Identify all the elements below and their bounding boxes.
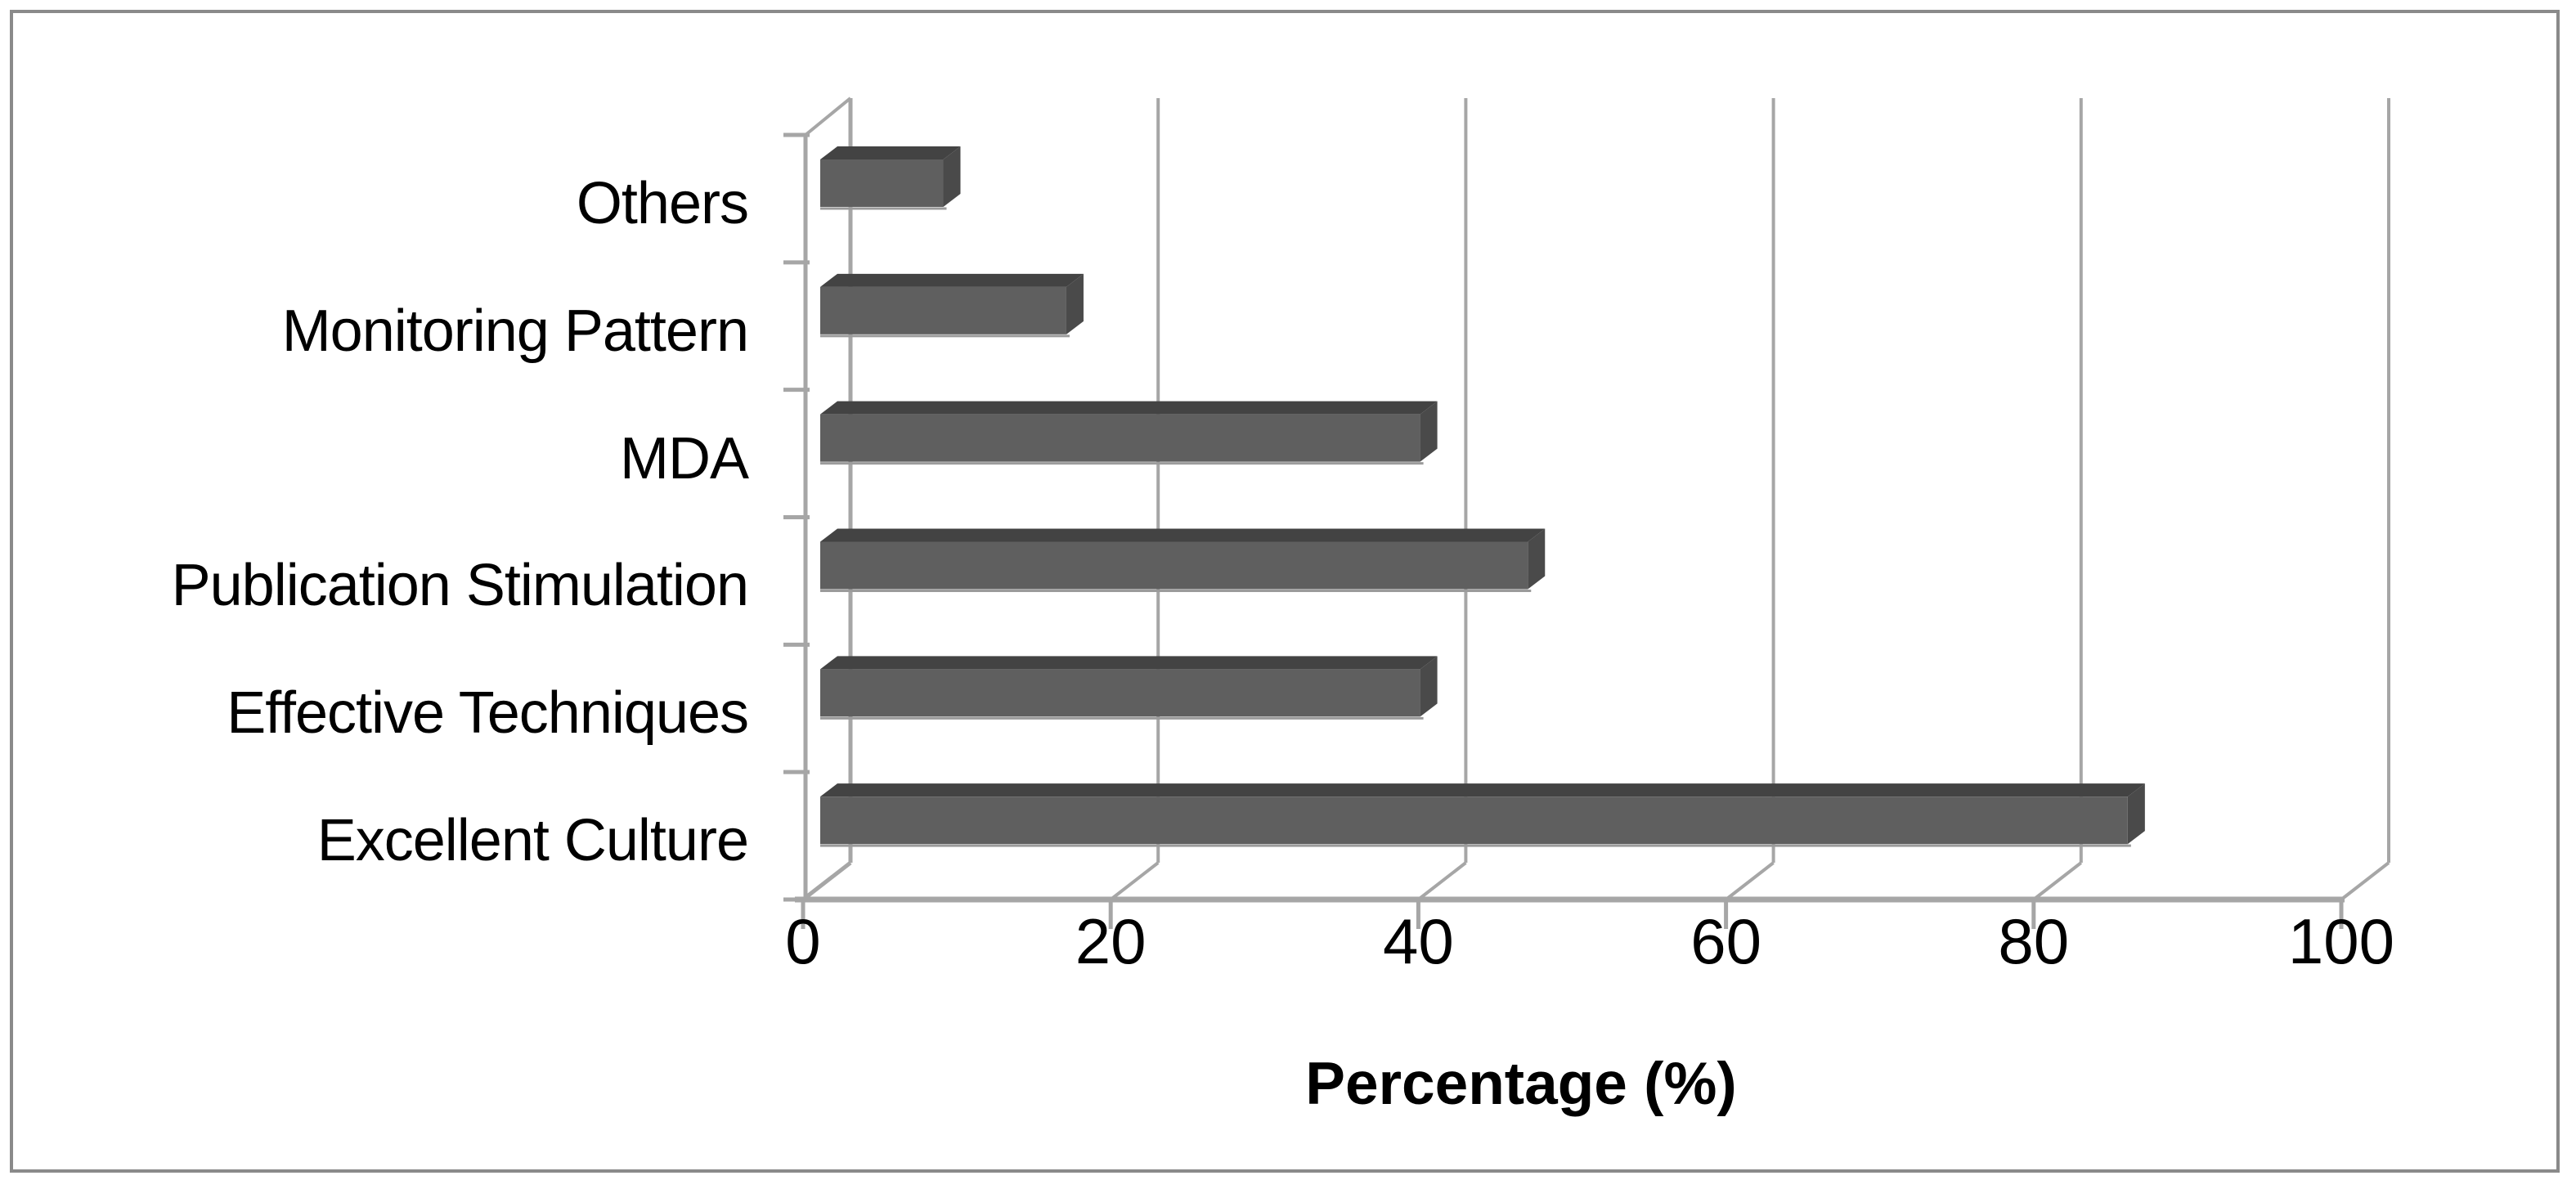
bar-excellent-culture-top-face (820, 783, 2145, 797)
bar-others-side-face (943, 146, 961, 207)
gridline-floor-foot-0 (801, 861, 852, 901)
category-label-mda: MDA (620, 425, 749, 491)
x-tick-label-80: 80 (1998, 905, 2070, 977)
gridline-floor-foot-80 (2032, 861, 2083, 901)
bar-others-front-face (820, 159, 944, 207)
bar-effective-techniques-top-face (820, 656, 1438, 670)
bar-effective-techniques-front-face (820, 669, 1420, 717)
category-label-monitoring-pattern: Monitoring Pattern (281, 298, 749, 364)
bar-mda-side-face (1420, 401, 1438, 462)
bar-mda-front-face (820, 414, 1420, 462)
bar-monitoring-pattern-side-face (1066, 273, 1084, 334)
bar-excellent-culture-side-face (2127, 783, 2145, 845)
bar-mda-top-face (820, 401, 1438, 415)
bar-excellent-culture-front-face (820, 796, 2128, 845)
bar-effective-techniques-side-face (1420, 656, 1438, 717)
category-label-others: Others (576, 170, 749, 236)
bar-others-top-face (820, 146, 961, 159)
gridline-floor-foot-100 (2340, 861, 2390, 901)
gridline-floor-foot-40 (1417, 861, 1467, 901)
x-tick-label-0: 0 (785, 905, 821, 977)
x-tick-label-60: 60 (1690, 905, 1761, 977)
bar-monitoring-pattern-front-face (820, 286, 1066, 334)
category-label-excellent-culture: Excellent Culture (316, 808, 749, 874)
bar-publication-stimulation-front-face (820, 541, 1528, 590)
x-tick-label-40: 40 (1383, 905, 1454, 977)
bar-publication-stimulation-top-face (820, 528, 1546, 542)
x-axis-title: Percentage (%) (1305, 1051, 1737, 1117)
gridline-floor-foot-60 (1725, 861, 1775, 901)
category-label-effective-techniques: Effective Techniques (227, 680, 749, 747)
gridline-floor-foot-20 (1109, 861, 1160, 901)
x-tick-label-20: 20 (1075, 905, 1147, 977)
bar-monitoring-pattern-top-face (820, 273, 1084, 287)
x-tick-label-100: 100 (2287, 905, 2395, 977)
wall-top-edge (804, 96, 852, 137)
bar-publication-stimulation-side-face (1528, 528, 1546, 590)
category-label-publication-stimulation: Publication Stimulation (171, 553, 749, 619)
